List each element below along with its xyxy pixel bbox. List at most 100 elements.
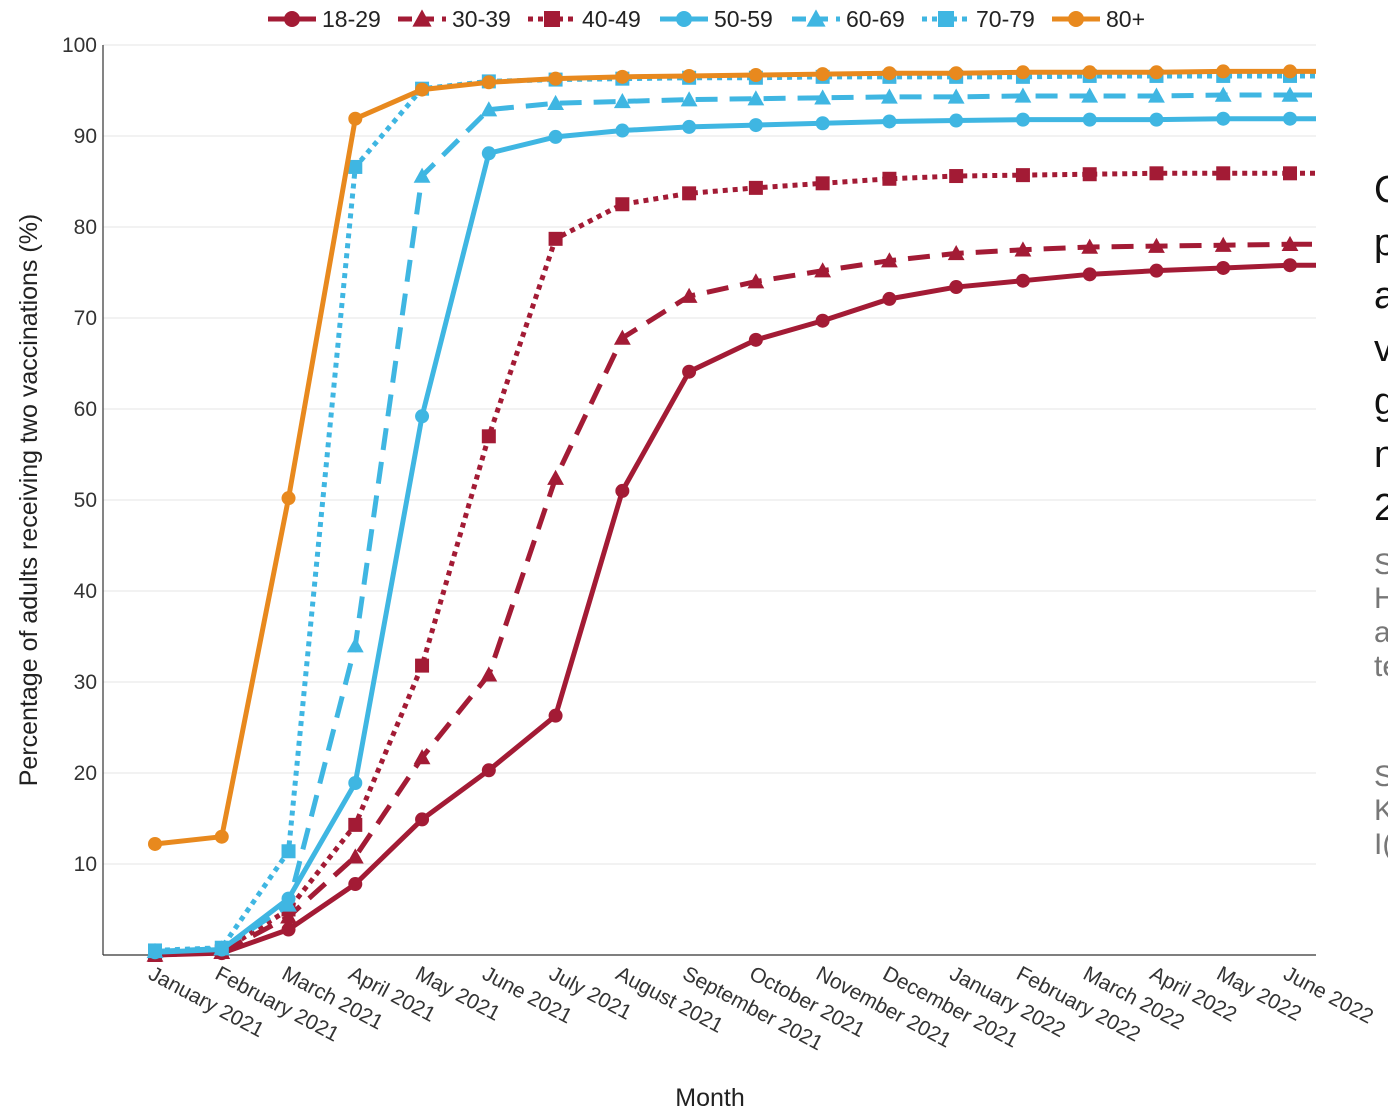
side-caption-line: a: [1374, 275, 1388, 317]
data-point: [348, 159, 363, 174]
data-point: [412, 9, 432, 27]
side-caption-note: S K I(: [1374, 760, 1388, 862]
data-point: [1149, 112, 1164, 127]
series-line: [154, 73, 1290, 953]
legend: 18-29 30-39 40-49 50-59 60-69 70-79 80+: [268, 6, 1145, 32]
data-point: [1283, 64, 1297, 79]
data-point: [1015, 168, 1030, 183]
side-caption-line: v: [1374, 328, 1388, 370]
data-point: [413, 749, 431, 765]
data-point: [281, 922, 296, 937]
side-caption-line: n: [1374, 434, 1388, 476]
data-point: [481, 763, 496, 778]
data-point: [481, 75, 496, 90]
data-point: [1149, 263, 1164, 278]
legend-item-80+: 80+: [1052, 6, 1145, 32]
data-point: [415, 812, 430, 827]
series-80+: [148, 64, 1316, 851]
data-point: [682, 186, 697, 201]
data-point: [1014, 87, 1032, 103]
series-18-29: [148, 258, 1316, 962]
side-caption-line: C: [1374, 169, 1388, 211]
data-point: [1081, 238, 1099, 254]
y-tick-label: 90: [74, 125, 97, 148]
data-point: [1283, 258, 1297, 273]
data-point: [1283, 111, 1297, 126]
data-point: [814, 89, 832, 105]
y-tick-label: 50: [74, 489, 97, 512]
y-tick-label: 40: [74, 580, 97, 603]
data-point: [748, 118, 763, 133]
data-point: [815, 116, 830, 131]
data-point: [1281, 86, 1299, 102]
data-point: [1216, 260, 1231, 275]
y-tick-label: 80: [74, 216, 97, 239]
legend-item-18-29: 18-29: [268, 6, 381, 32]
data-point: [1149, 166, 1164, 181]
legend-label: 30-39: [452, 6, 511, 32]
side-source-line: H: [1374, 582, 1388, 615]
data-point: [882, 291, 897, 306]
y-tick-label: 70: [74, 307, 97, 330]
data-point: [1281, 235, 1299, 252]
axes: [102, 45, 1316, 956]
data-point: [615, 123, 630, 138]
data-point: [680, 91, 698, 107]
side-caption-line: 2: [1374, 487, 1388, 529]
y-tick-label: 20: [74, 762, 97, 785]
side-caption-line: g: [1374, 381, 1388, 423]
data-point: [613, 329, 631, 345]
side-caption-source: S H a te: [1374, 548, 1388, 684]
data-point: [1082, 267, 1097, 282]
data-point: [680, 287, 698, 303]
data-point: [682, 364, 697, 379]
data-point: [815, 176, 830, 191]
series-70-79: [148, 68, 1316, 958]
data-point: [413, 167, 431, 183]
y-axis-title: Percentage of adults receiving two vacci…: [15, 214, 43, 787]
data-point: [281, 491, 296, 506]
data-point: [548, 71, 563, 86]
data-point: [615, 69, 630, 84]
data-point: [748, 68, 763, 83]
data-point: [747, 273, 765, 289]
data-point: [548, 231, 563, 246]
data-point: [481, 146, 496, 161]
data-point: [1216, 166, 1231, 181]
data-point: [415, 82, 430, 97]
side-source-line: a: [1374, 616, 1388, 649]
data-point: [1214, 236, 1232, 252]
legend-label: 40-49: [582, 6, 641, 32]
data-point: [547, 94, 564, 110]
data-point: [544, 11, 560, 27]
data-point: [1082, 167, 1097, 182]
legend-item-40-49: 40-49: [528, 6, 641, 32]
series-50-59: [148, 111, 1316, 960]
data-point: [346, 848, 364, 864]
legend-label: 18-29: [322, 6, 381, 32]
data-point: [548, 129, 563, 144]
data-point: [814, 262, 832, 278]
data-point: [1214, 86, 1232, 102]
data-point: [676, 11, 692, 27]
legend-item-70-79: 70-79: [922, 6, 1035, 32]
data-point: [1015, 112, 1030, 127]
data-point: [881, 88, 898, 104]
data-point: [480, 666, 498, 682]
legend-label: 60-69: [846, 6, 905, 32]
data-point: [615, 483, 630, 498]
data-point: [881, 252, 898, 268]
data-point: [1015, 65, 1030, 80]
data-point: [949, 66, 964, 81]
data-point: [1082, 65, 1097, 80]
legend-label: 50-59: [714, 6, 773, 32]
data-point: [281, 844, 296, 859]
data-point: [1216, 111, 1231, 126]
data-point: [947, 88, 965, 104]
side-caption-line: p: [1374, 222, 1388, 264]
data-point: [348, 111, 363, 126]
data-point: [748, 180, 763, 195]
data-point: [682, 119, 697, 134]
data-point: [748, 332, 763, 347]
